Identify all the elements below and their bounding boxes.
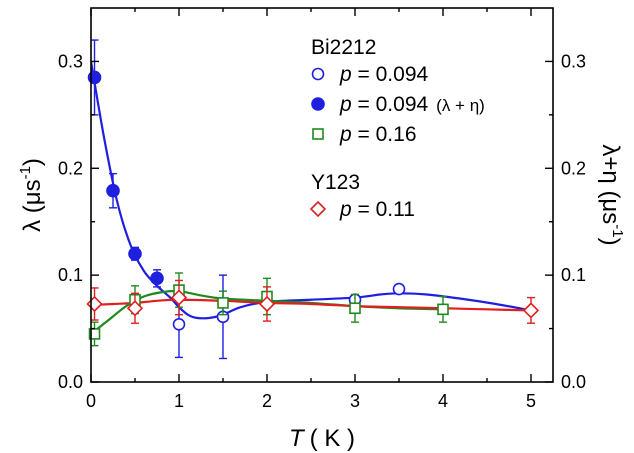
data-point [522,302,540,319]
y-right-tick-label: 0.1 [561,265,586,285]
y-right-title-sup: -1 [609,224,626,237]
legend-value: = 0.094 [352,93,429,116]
y-left-title-sup: -1 [17,166,34,179]
x-tick-label: 4 [438,391,448,411]
legend-extra: (λ + η) [436,96,485,115]
x-axis-title-unit: ( K ) [310,425,355,452]
series-3 [86,279,540,324]
legend-value: = 0.16 [352,123,417,146]
x-tick-label: 0 [86,391,96,411]
x-axis-title-var: T [289,425,306,452]
y-left-tick-label: 0.3 [58,51,83,71]
fit-curve-2 [91,298,532,312]
y-left-tick-label: 0.1 [58,265,83,285]
series-1 [87,39,164,288]
data-point [349,302,361,315]
data-point [106,183,120,198]
y-right-title-base: λ+η (μs [597,144,624,224]
legend-entry-label: p = 0.094 (λ + η) [339,93,485,116]
legend-value: = 0.094 [352,63,429,86]
data-point [170,289,188,306]
data-point [86,295,103,313]
data-point [437,303,449,316]
legend-entry-label: p = 0.11 [339,198,415,221]
x-tick-label: 2 [262,391,272,411]
y-axis-left-title: λ (μs-1) [17,158,46,232]
y-right-tick-label: 0.2 [561,158,586,178]
legend-marker [312,128,324,140]
y-axis-right-title: λ+η (μs-1) [597,144,626,245]
y-right-tick-label: 0.3 [561,51,586,71]
x-axis-title: T( K ) [289,425,355,452]
data-point [217,297,229,309]
legend-p-symbol: p [339,123,352,146]
legend-entry-label: p = 0.094 [339,63,428,86]
y-left-title-base: λ (μs [19,179,46,232]
y-left-title-close: ) [19,158,46,166]
data-point [258,295,276,313]
series-0 [172,274,406,360]
data-point [128,246,142,261]
y-right-tick-label: 0.0 [561,372,586,392]
data-points [86,39,540,360]
y-left-tick-label: 0.2 [58,158,83,178]
data-point [392,282,406,296]
data-point [126,300,144,317]
axis-ticks: 0 1 2 3 4 5 0.0 0.0 0.1 0.1 0.2 0.2 0.3 0.3 [58,8,586,411]
legend-entry-label: p = 0.16 [339,123,417,146]
data-point [150,271,164,286]
x-tick-label: 5 [526,391,536,411]
x-tick-label: 3 [350,391,360,411]
plot-frame [90,7,554,383]
legend-marker [309,200,327,218]
legend-group-heading: Bi2212 [311,36,376,59]
legend-group-heading: Y123 [311,171,360,194]
plot-area-border [90,7,554,383]
legend-p-symbol: p [339,93,352,116]
legend-p-symbol: p [339,198,352,221]
y-right-title-close: ) [597,238,624,246]
legend-marker [311,67,325,81]
legend-value: = 0.11 [352,198,415,221]
legend-marker [311,97,325,111]
x-tick-label: 1 [174,391,184,411]
data-point [172,317,186,331]
legend-p-symbol: p [339,63,352,86]
y-left-tick-label: 0.0 [58,372,83,392]
